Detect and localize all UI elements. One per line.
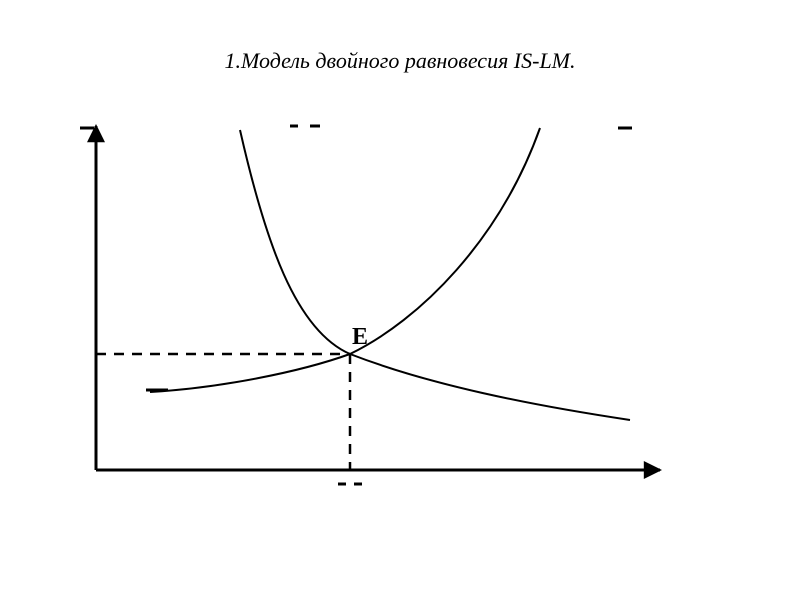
equilibrium-label: E <box>352 324 368 351</box>
chart-svg <box>60 120 680 490</box>
page-title: 1.Модель двойного равновесия IS-LM. <box>0 48 800 74</box>
islm-chart: E <box>60 120 680 490</box>
